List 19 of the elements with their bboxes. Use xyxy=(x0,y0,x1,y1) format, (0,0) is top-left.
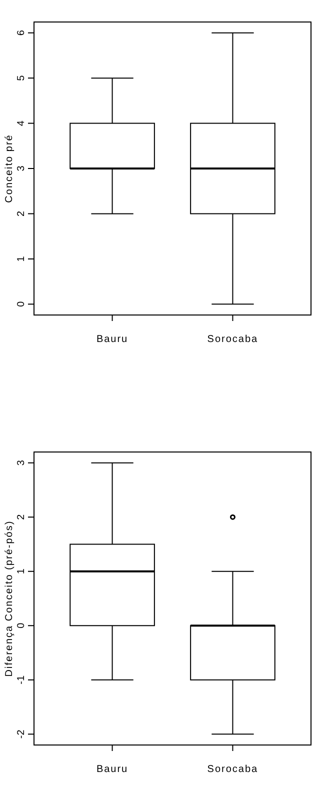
y-tick-label: 1 xyxy=(16,568,27,574)
y-axis-title: Conceito pré xyxy=(4,134,15,203)
y-tick-label: -1 xyxy=(16,675,27,684)
y-tick-label: 3 xyxy=(16,165,27,172)
y-axis-title: Diferença Conceito (pré-pós) xyxy=(4,520,15,677)
y-tick-label: 1 xyxy=(16,256,27,262)
y-tick-label: 0 xyxy=(16,622,27,628)
y-tick-label: 6 xyxy=(16,30,27,36)
y-tick-label: 5 xyxy=(16,74,27,81)
x-tick-label: Bauru xyxy=(96,334,128,345)
y-tick-label: 2 xyxy=(16,210,27,216)
y-tick-label: 4 xyxy=(16,120,27,126)
x-tick-label: Sorocaba xyxy=(207,334,258,345)
y-tick-label: -2 xyxy=(16,729,27,739)
y-tick-label: 0 xyxy=(16,300,27,307)
y-tick-label: 3 xyxy=(16,460,27,466)
x-tick-label: Sorocaba xyxy=(207,764,258,775)
x-tick-label: Bauru xyxy=(96,764,128,775)
y-tick-label: 2 xyxy=(16,514,27,520)
